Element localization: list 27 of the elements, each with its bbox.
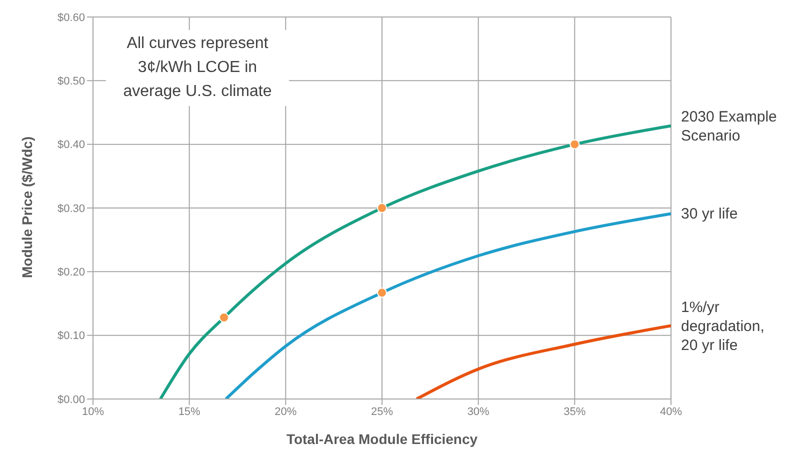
line-series [415, 324, 671, 399]
x-axis-title: Total-Area Module Efficiency [286, 431, 478, 447]
y-axis-title: Module Price ($/Wdc) [18, 136, 35, 278]
point [219, 312, 230, 323]
y-tick-label: $0.50 [57, 76, 85, 88]
y-tick-label: $0.40 [57, 139, 85, 152]
x-tick-label: 35% [564, 406, 586, 418]
y-tick-label: $0.60 [57, 12, 85, 24]
series-label: 2030 Example Scenario [681, 108, 777, 144]
x-tick-label: 15% [178, 406, 201, 418]
x-tick-label: 20% [274, 406, 297, 418]
line-series [158, 124, 671, 399]
x-tick-label: 25% [370, 406, 394, 418]
y-tick-label: $0.30 [57, 202, 85, 215]
x-tick-label: 10% [82, 406, 104, 418]
y-tick-label: $0.10 [57, 330, 85, 342]
point [376, 288, 388, 298]
point [376, 202, 388, 214]
series-label: 1%/yr degradation, 20 yr life [681, 298, 764, 354]
y-tick-label: $0.00 [57, 394, 85, 406]
series-label: 30 yr life [681, 206, 738, 223]
y-tick-label: $0.20 [57, 266, 85, 279]
point [570, 139, 580, 150]
annotation: All curves represent 3¢/kWh LCOE in average U.S. climate [106, 30, 289, 106]
line-series [224, 212, 671, 399]
x-tick-label: 30% [467, 406, 490, 418]
x-tick-label: 40% [660, 406, 682, 418]
